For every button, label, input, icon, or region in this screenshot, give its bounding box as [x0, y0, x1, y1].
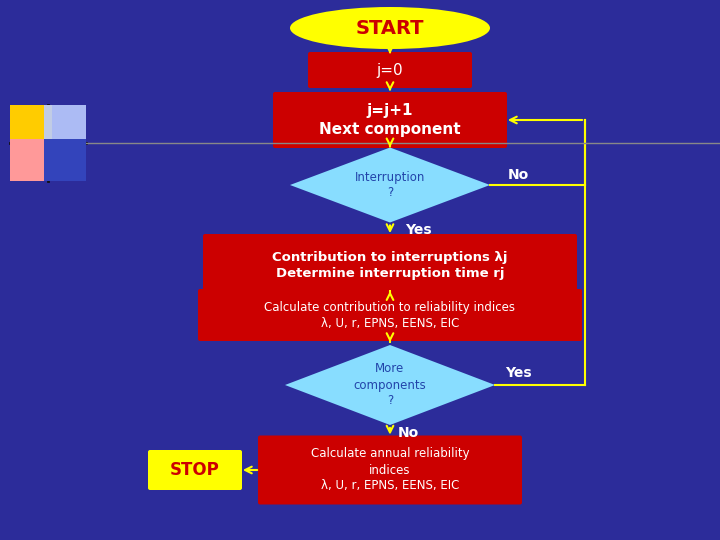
Text: j=j+1
Next component: j=j+1 Next component	[319, 103, 461, 137]
Text: Yes: Yes	[505, 366, 531, 380]
Text: Interruption
?: Interruption ?	[355, 171, 426, 199]
FancyBboxPatch shape	[258, 435, 522, 504]
Text: Calculate contribution to reliability indices
λ, U, r, EPNS, EENS, EIC: Calculate contribution to reliability in…	[264, 300, 516, 329]
Text: No: No	[398, 426, 419, 440]
FancyBboxPatch shape	[203, 234, 577, 296]
Bar	[10, 139, 52, 181]
Text: No: No	[508, 168, 529, 182]
FancyBboxPatch shape	[198, 289, 582, 341]
FancyBboxPatch shape	[308, 52, 472, 88]
Bar	[44, 105, 86, 147]
Text: j=0: j=0	[377, 63, 403, 78]
Polygon shape	[285, 345, 495, 425]
Text: STOP: STOP	[170, 461, 220, 479]
FancyBboxPatch shape	[273, 92, 507, 148]
Text: START: START	[356, 18, 424, 37]
Bar	[44, 139, 86, 181]
Text: More
components
?: More components ?	[354, 362, 426, 408]
Ellipse shape	[290, 7, 490, 49]
Text: Yes: Yes	[405, 224, 431, 238]
Text: Contribution to interruptions λj
Determine interruption time rj: Contribution to interruptions λj Determi…	[272, 251, 508, 280]
Bar	[10, 105, 52, 147]
Text: Calculate annual reliability
indices
λ, U, r, EPNS, EENS, EIC: Calculate annual reliability indices λ, …	[311, 448, 469, 492]
Polygon shape	[290, 147, 490, 222]
FancyBboxPatch shape	[148, 450, 242, 490]
